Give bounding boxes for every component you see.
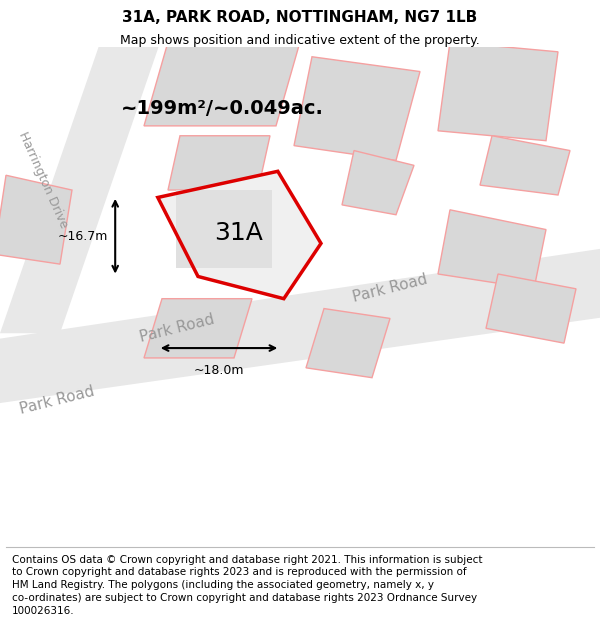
Polygon shape [438, 210, 546, 289]
Text: Harrington Drive: Harrington Drive [16, 130, 70, 231]
Text: 31A: 31A [214, 221, 263, 245]
Polygon shape [294, 57, 420, 161]
Text: ~16.7m: ~16.7m [58, 230, 108, 242]
Text: 100026316.: 100026316. [12, 606, 74, 616]
Text: Contains OS data © Crown copyright and database right 2021. This information is : Contains OS data © Crown copyright and d… [12, 554, 482, 564]
Text: Park Road: Park Road [351, 272, 429, 306]
Text: HM Land Registry. The polygons (including the associated geometry, namely x, y: HM Land Registry. The polygons (includin… [12, 580, 434, 590]
Polygon shape [480, 136, 570, 195]
Text: Park Road: Park Road [138, 312, 216, 345]
Polygon shape [438, 42, 558, 141]
Text: Park Road: Park Road [18, 383, 96, 416]
Polygon shape [306, 309, 390, 378]
Polygon shape [0, 175, 72, 264]
Polygon shape [144, 299, 252, 358]
Text: Map shows position and indicative extent of the property.: Map shows position and indicative extent… [120, 34, 480, 47]
Polygon shape [486, 274, 576, 343]
Text: 31A, PARK ROAD, NOTTINGHAM, NG7 1LB: 31A, PARK ROAD, NOTTINGHAM, NG7 1LB [122, 10, 478, 25]
Polygon shape [144, 42, 300, 126]
Polygon shape [342, 151, 414, 215]
Text: ~18.0m: ~18.0m [194, 364, 244, 377]
Polygon shape [176, 190, 272, 268]
Polygon shape [0, 244, 600, 408]
Polygon shape [158, 171, 321, 299]
Text: to Crown copyright and database rights 2023 and is reproduced with the permissio: to Crown copyright and database rights 2… [12, 568, 467, 578]
Text: co-ordinates) are subject to Crown copyright and database rights 2023 Ordnance S: co-ordinates) are subject to Crown copyr… [12, 593, 477, 603]
Polygon shape [0, 37, 162, 333]
Polygon shape [168, 136, 270, 190]
Text: ~199m²/~0.049ac.: ~199m²/~0.049ac. [121, 99, 323, 118]
